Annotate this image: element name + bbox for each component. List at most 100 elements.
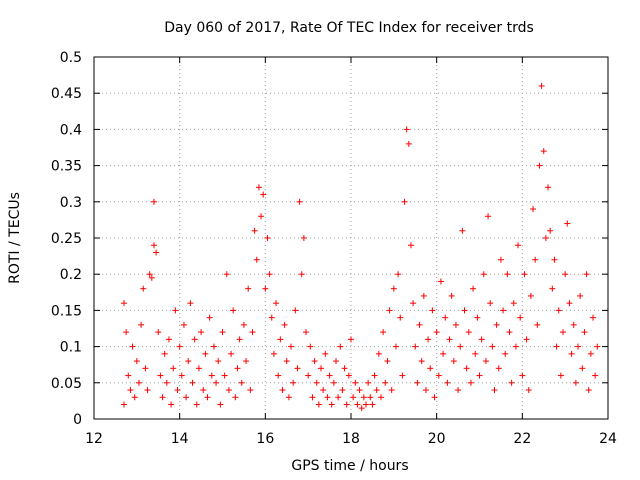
data-point	[305, 372, 312, 379]
data-point	[290, 379, 297, 386]
x-tick-labels: 12 14 16 18 20 22 24	[85, 431, 617, 447]
data-point	[123, 329, 130, 336]
data-point	[564, 220, 571, 227]
data-point	[470, 285, 477, 292]
data-point	[157, 372, 164, 379]
data-point	[279, 387, 286, 394]
data-point	[560, 329, 567, 336]
data-point	[294, 365, 301, 372]
y-tick-label: 0.15	[51, 303, 82, 319]
x-tick-label: 12	[85, 431, 103, 447]
data-point	[221, 372, 228, 379]
data-point	[487, 300, 494, 307]
data-point	[371, 372, 378, 379]
data-point	[178, 372, 185, 379]
data-point	[459, 227, 466, 234]
data-point	[429, 307, 436, 314]
data-point	[238, 379, 245, 386]
y-tick-label: 0.1	[60, 340, 82, 356]
data-point	[594, 343, 601, 350]
data-point	[163, 379, 170, 386]
data-point	[418, 358, 425, 365]
data-point	[536, 162, 543, 169]
data-point	[234, 365, 241, 372]
data-point	[412, 343, 419, 350]
data-point	[410, 300, 417, 307]
data-point	[549, 285, 556, 292]
data-point	[455, 387, 462, 394]
data-point	[204, 394, 211, 401]
data-point	[303, 329, 310, 336]
data-point	[255, 184, 262, 191]
data-point	[431, 394, 438, 401]
data-point	[474, 314, 481, 321]
data-point	[262, 285, 269, 292]
data-point	[298, 271, 305, 278]
data-point	[480, 271, 487, 278]
y-tick-label: 0.5	[60, 50, 82, 66]
data-point	[260, 191, 267, 198]
data-point	[125, 372, 132, 379]
data-point	[153, 249, 160, 256]
data-point	[200, 387, 207, 394]
data-point	[168, 401, 175, 408]
data-point	[493, 321, 500, 328]
data-point	[348, 336, 354, 343]
data-point	[313, 379, 320, 386]
data-point	[519, 372, 526, 379]
data-point	[253, 256, 260, 263]
data-point	[176, 343, 183, 350]
data-point	[320, 387, 327, 394]
data-point	[555, 307, 562, 314]
y-tick-label: 0.45	[51, 86, 82, 102]
data-point	[127, 387, 134, 394]
data-point	[356, 387, 363, 394]
data-point	[251, 227, 258, 234]
x-tick-label: 14	[171, 431, 189, 447]
x-tick-label: 18	[342, 431, 360, 447]
data-point	[467, 379, 474, 386]
data-point	[213, 379, 220, 386]
data-point	[189, 379, 196, 386]
data-point	[333, 358, 340, 365]
data-point	[165, 336, 172, 343]
data-point	[384, 358, 391, 365]
data-point	[277, 336, 284, 343]
data-point	[414, 379, 421, 386]
data-point	[215, 358, 222, 365]
data-point	[275, 372, 282, 379]
data-point	[572, 379, 579, 386]
data-point	[369, 401, 376, 408]
data-point	[292, 307, 299, 314]
data-point	[508, 379, 515, 386]
data-point	[416, 321, 423, 328]
data-point	[135, 379, 142, 386]
data-point	[457, 343, 464, 350]
data-point	[485, 213, 492, 220]
data-point	[497, 256, 504, 263]
data-point	[407, 242, 414, 249]
data-point	[365, 379, 372, 386]
data-points	[120, 82, 601, 412]
data-point	[236, 336, 243, 343]
data-point	[300, 235, 307, 241]
data-point	[228, 350, 235, 357]
data-point	[482, 358, 489, 365]
data-point	[324, 394, 331, 401]
data-point	[140, 285, 147, 292]
data-point	[219, 329, 226, 336]
data-point	[448, 292, 455, 299]
data-point	[245, 285, 252, 292]
data-point	[307, 343, 314, 350]
data-point	[146, 271, 153, 278]
data-point	[461, 307, 468, 314]
y-tick-label: 0.2	[60, 267, 82, 283]
data-point	[568, 350, 575, 357]
data-point	[210, 343, 217, 350]
data-point	[500, 307, 507, 314]
data-point	[288, 343, 295, 350]
data-point	[495, 365, 502, 372]
data-point	[172, 307, 179, 314]
data-point	[183, 394, 190, 401]
x-tick-label: 22	[513, 431, 531, 447]
